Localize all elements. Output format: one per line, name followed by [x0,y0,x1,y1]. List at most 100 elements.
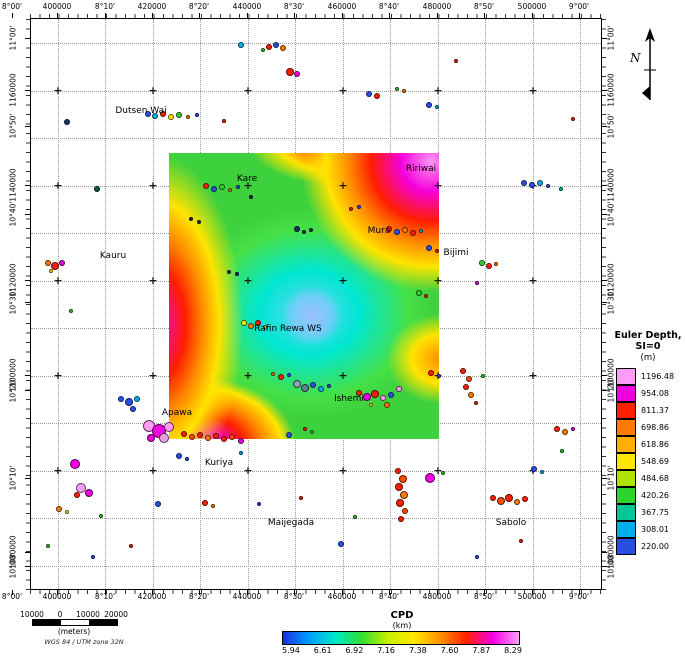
euler-solution-dot [396,499,404,507]
axis-label-bottom: 440000 [232,592,262,601]
euler-solution-dot [222,119,226,123]
axis-tick [25,552,30,553]
axis-label-top: 8°10' [94,2,116,11]
bottom-tick-strip [30,590,602,594]
axis-label-top: 8°20' [188,2,210,11]
euler-solution-dot [425,473,435,483]
axis-tick [25,566,30,567]
euler-solution-dot [454,59,458,63]
euler-solution-dot [396,386,402,392]
euler-solution-dot [229,434,235,440]
grid-cross: + [338,368,348,382]
euler-solution-dot [205,435,211,441]
euler-solution-dot [51,262,59,270]
legend-color-swatch [616,384,636,402]
grid-cross: + [243,83,253,97]
axis-label-left: 1160000 [8,73,18,107]
euler-solution-dot [388,392,394,398]
euler-solution-dot [303,427,307,431]
euler-solution-dot [46,544,50,548]
legend-color-swatch [616,537,636,555]
euler-solution-dot [366,91,372,97]
euler-depth-legend: Euler Depth, SI=0 (m) 1196.48 954.08 811.3… [612,330,684,555]
axis-tick [602,185,607,186]
legend-value: 1196.48 [641,371,675,381]
euler-solution-dot [147,434,155,442]
axis-label-right: 1160000 [606,73,616,107]
grid-cross: + [53,368,63,382]
axis-tick [247,590,248,595]
axis-tick [579,590,580,595]
euler-solution-dot [49,269,53,273]
euler-solution-dot [219,184,225,190]
axis-label-left: 10°40' [8,201,18,227]
axis-tick [152,590,153,595]
axis-label-left: 10°00' [8,553,18,579]
euler-solution-dot [435,249,439,253]
euler-solution-dot [94,186,100,192]
axis-label-right: 10°50' [606,113,616,139]
euler-solution-dot [357,205,361,209]
euler-solution-dot [419,229,423,233]
place-label: Rafin Rewa WS [254,324,322,334]
grid-cross: + [433,83,443,97]
axis-label-top: 400000 [42,2,72,11]
axis-tick [25,478,30,479]
euler-solution-dot [546,184,550,188]
euler-solution-dot [395,483,403,491]
euler-solution-dot [241,320,247,326]
euler-solution-dot [145,111,151,117]
legend-entry: 367.75 [612,503,684,521]
legend-entry: 811.37 [612,401,684,419]
euler-solution-dot [426,245,432,251]
cpd-raster [169,153,439,439]
axis-label-top: 480000 [422,2,452,11]
axis-tick [25,126,30,127]
axis-tick [25,90,30,91]
euler-solution-dot [59,260,65,266]
euler-solution-dot [248,323,254,329]
euler-solution-dot [64,119,70,125]
axis-label-bottom: 480000 [422,592,452,601]
grid-cross: + [148,273,158,287]
legend-entry: 618.86 [612,435,684,453]
euler-solution-dot [371,390,379,398]
euler-solution-dot [338,541,344,547]
axis-label-left: 10°30' [8,289,18,315]
place-label: Apawa [161,408,193,418]
euler-solution-dot [369,403,373,407]
euler-solution-dot [435,105,439,109]
euler-solution-dot [474,401,478,405]
axis-tick [294,590,295,595]
euler-solution-dot [255,320,261,326]
axis-tick [484,590,485,595]
gridline-horizontal [31,471,601,472]
axis-label-right: 10°00' [606,553,616,579]
grid-cross: + [243,368,253,382]
axis-tick [602,375,607,376]
axis-label-left: 10°50' [8,113,18,139]
map-scalebar: 10000 0 10000 20000 (meters) WGS 84 / UTM z… [20,610,174,646]
euler-solution-dot [257,502,261,506]
euler-solution-dot [299,496,303,500]
legend-color-swatch [616,469,636,487]
legend-entry: 484.68 [612,469,684,487]
axis-tick [484,13,485,18]
legend-value: 954.08 [641,388,669,398]
euler-solution-dot [130,406,136,412]
cpd-colorbar-block: CPD (km) 5.94 6.61 6.92 7.16 7.38 7.60 7.87 8.2… [282,610,522,655]
euler-solution-dot [318,386,324,392]
axis-tick [579,13,580,18]
axis-tick [199,13,200,18]
gridline-horizontal [31,566,601,567]
scalebar-bar [32,619,118,626]
scalebar-number: 20000 [104,610,128,619]
euler-solution-dot [195,113,199,117]
legend-color-swatch [616,367,636,385]
axis-label-bottom: 400000 [42,592,72,601]
euler-solution-dot [531,466,537,472]
axis-label-bottom: 500000 [517,592,547,601]
gridline-horizontal [31,518,601,519]
euler-solution-dot [189,434,195,440]
axis-tick [105,13,106,18]
